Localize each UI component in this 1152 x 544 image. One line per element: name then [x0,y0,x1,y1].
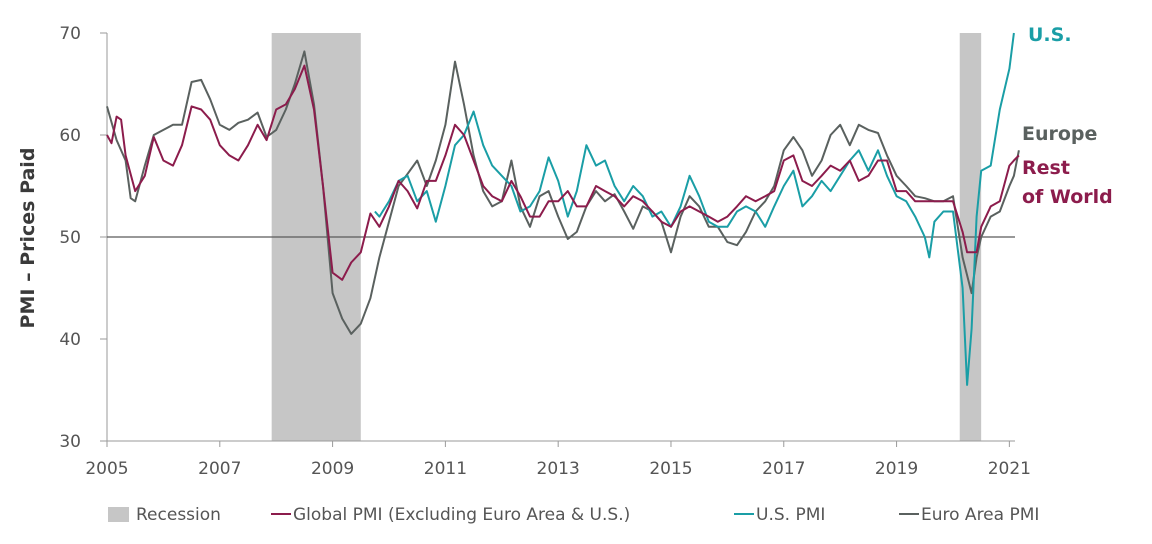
y-tick-label: 30 [59,432,81,452]
axes: 30 40 50 60 70 2005 2007 2009 2011 2013 2015 2017 20… [59,24,1031,479]
y-tick-label: 40 [59,330,81,350]
legend-label: Recession [136,505,221,525]
x-tick-label: 2021 [988,459,1031,479]
x-tick-label: 2013 [537,459,580,479]
x-tick-label: 2009 [311,459,354,479]
legend-swatch-box [108,507,129,522]
x-tick-label: 2017 [762,459,805,479]
y-tick-label: 50 [59,228,81,248]
end-label-2: Europe [1022,123,1097,145]
series-line-u-s-pmi [374,32,1015,386]
end-label-4: of World [1022,186,1113,208]
legend-label: U.S. PMI [756,505,825,525]
x-tick-label: 2019 [875,459,918,479]
end-label-1: U.S. [1028,24,1072,46]
series-line-global-pmi-excluding-euro-area-u-s [106,64,1020,281]
series-line-euro-area-pmi [106,50,1020,335]
legend-label: Global PMI (Excluding Euro Area & U.S.) [293,505,630,525]
x-tick-label: 2007 [198,459,241,479]
x-tick-label: 2011 [424,459,467,479]
series-end-labels: U.S. Europe Rest of World [1022,24,1113,208]
y-axis-label: PMI – Prices Paid [17,148,39,329]
x-tick-label: 2005 [85,459,128,479]
series-lines [106,32,1020,386]
y-tick-label: 70 [59,24,81,44]
y-tick-label: 60 [59,126,81,146]
legend: Recession Global PMI (Excluding Euro Area… [108,505,1039,525]
end-label-3: Rest [1022,157,1070,179]
x-tick-label: 2015 [649,459,692,479]
legend-label: Euro Area PMI [921,505,1039,525]
